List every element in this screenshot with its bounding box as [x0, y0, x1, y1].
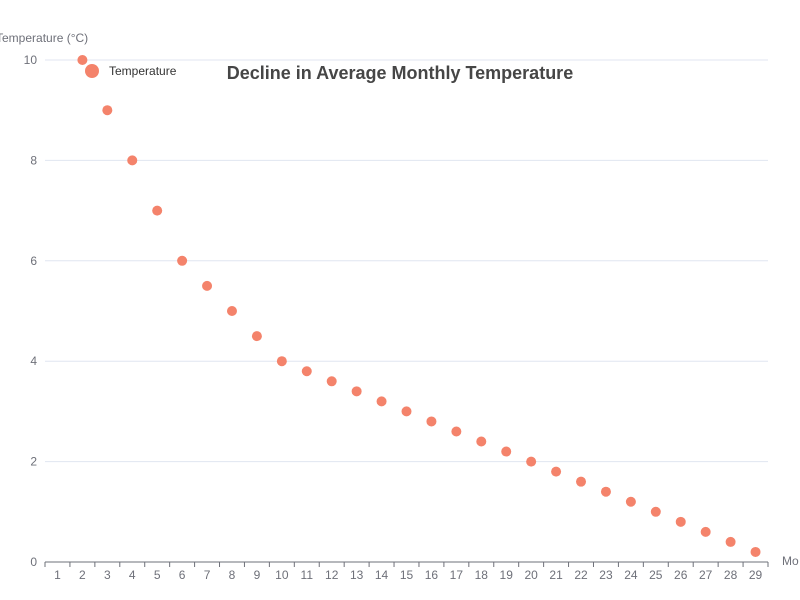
data-point[interactable] — [750, 546, 761, 557]
data-point[interactable] — [700, 526, 711, 537]
data-point[interactable] — [102, 105, 113, 116]
x-tick-label: 6 — [179, 568, 186, 582]
x-tick-label: 10 — [275, 568, 289, 582]
x-tick-label: 3 — [104, 568, 111, 582]
data-point[interactable] — [351, 386, 362, 397]
x-tick-label: 2 — [79, 568, 86, 582]
x-tick-label: 4 — [129, 568, 136, 582]
data-point[interactable] — [576, 476, 587, 487]
y-axis-label: Temperature (°C) — [0, 31, 88, 45]
x-tick-label: 23 — [599, 568, 613, 582]
grid-lines — [45, 59, 768, 463]
data-point[interactable] — [501, 446, 512, 457]
legend-label[interactable]: Temperature — [109, 64, 177, 78]
chart-title: Decline in Average Monthly Temperature — [227, 63, 573, 83]
data-point[interactable] — [301, 366, 312, 377]
data-point[interactable] — [625, 496, 636, 507]
data-point[interactable] — [675, 516, 686, 527]
data-point[interactable] — [725, 536, 736, 547]
x-tick-label: 22 — [574, 568, 588, 582]
x-tick-label: 20 — [524, 568, 538, 582]
data-point[interactable] — [251, 331, 262, 342]
x-tick-label: 9 — [254, 568, 261, 582]
x-tick-label: 25 — [649, 568, 663, 582]
x-tick-label: 7 — [204, 568, 211, 582]
data-point[interactable] — [202, 280, 213, 291]
y-tick-label: 2 — [30, 455, 37, 469]
data-point[interactable] — [127, 155, 138, 166]
data-point[interactable] — [326, 376, 337, 387]
x-tick-label: 13 — [350, 568, 364, 582]
data-point[interactable] — [401, 406, 412, 417]
x-tick-label: 29 — [749, 568, 763, 582]
x-tick-label: 11 — [301, 568, 314, 582]
x-tick-label: 8 — [229, 568, 236, 582]
x-tick-label: 17 — [450, 568, 464, 582]
x-tick-label: 15 — [400, 568, 414, 582]
x-tick-label: 14 — [375, 568, 389, 582]
legend[interactable]: Temperature — [85, 64, 177, 78]
x-tick-label: 24 — [624, 568, 638, 582]
y-tick-label: 8 — [30, 153, 37, 167]
y-tick-label: 10 — [24, 53, 38, 67]
data-point[interactable] — [177, 255, 188, 266]
x-tick-label: 26 — [674, 568, 688, 582]
data-point[interactable] — [551, 466, 562, 477]
data-point[interactable] — [600, 486, 611, 497]
data-points — [77, 55, 761, 557]
data-point[interactable] — [376, 396, 387, 407]
x-axis-label: Mo — [782, 554, 799, 568]
data-point[interactable] — [152, 205, 163, 216]
x-tick-label: 27 — [699, 568, 713, 582]
data-point[interactable] — [426, 416, 437, 427]
x-tick-label: 21 — [549, 568, 563, 582]
data-point[interactable] — [451, 426, 462, 437]
data-point[interactable] — [77, 55, 88, 65]
data-point[interactable] — [226, 306, 237, 316]
y-tick-label: 4 — [30, 354, 37, 368]
x-tick-label: 12 — [325, 568, 339, 582]
y-tick-label: 0 — [30, 555, 37, 569]
y-tick-label: 6 — [30, 254, 37, 268]
x-tick-label: 18 — [475, 568, 489, 582]
data-point[interactable] — [476, 436, 487, 447]
x-tick-label: 1 — [54, 568, 61, 582]
x-tick-label: 5 — [154, 568, 161, 582]
data-point[interactable] — [276, 356, 287, 367]
legend-marker[interactable] — [85, 64, 99, 78]
x-tick-label: 28 — [724, 568, 738, 582]
x-tick-label: 19 — [500, 568, 514, 582]
data-point[interactable] — [526, 456, 537, 467]
data-point[interactable] — [650, 506, 661, 517]
x-tick-label: 16 — [425, 568, 439, 582]
